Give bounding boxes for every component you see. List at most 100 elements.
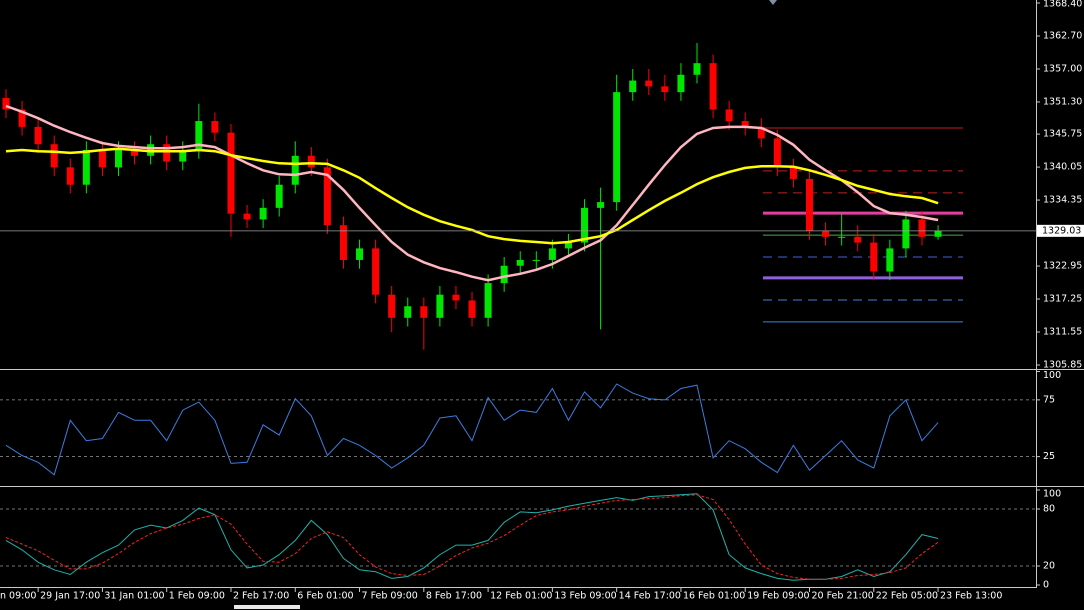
y-tick-label: 1305.85 <box>1043 359 1082 370</box>
moving-average <box>5 104 939 282</box>
candle-body <box>597 202 605 208</box>
candle-body <box>918 219 926 237</box>
candle-body <box>98 150 106 168</box>
candle-body <box>757 126 765 139</box>
y-tick-label: 1345.75 <box>1043 129 1082 140</box>
y-tick-label: 1351.30 <box>1043 96 1082 107</box>
x-tick-label: 7 Feb 09:00 <box>362 591 418 602</box>
candle-body <box>323 167 331 226</box>
scroll-marker <box>234 605 300 609</box>
x-tick-label: 20 Feb 21:00 <box>812 591 874 602</box>
y-tick-label: 100 <box>1043 370 1061 381</box>
candle-body <box>661 86 669 93</box>
x-tick-label: 22 Feb 05:00 <box>876 591 938 602</box>
candle-body <box>227 132 235 214</box>
y-tick-label: 1311.55 <box>1043 327 1082 338</box>
indicator-line <box>5 494 939 580</box>
candle-body <box>420 306 428 318</box>
candle-body <box>179 150 187 162</box>
y-tick-label: 80 <box>1043 504 1055 515</box>
candle-body <box>356 248 364 260</box>
candle-body <box>581 207 589 243</box>
candle-body <box>452 294 460 301</box>
current-price-box <box>1037 224 1084 237</box>
candle-body <box>34 126 42 145</box>
candle-body <box>934 230 942 237</box>
candle-body <box>677 74 685 93</box>
candle-body <box>211 121 219 133</box>
candle-body <box>854 236 862 243</box>
candle-body <box>291 155 299 185</box>
x-tick-label: 16 Feb 01:00 <box>683 591 745 602</box>
candle-body <box>500 265 508 284</box>
x-tick-label: 8 Feb 17:00 <box>426 591 482 602</box>
candle-body <box>645 80 653 87</box>
x-tick-label: 12 Feb 01:00 <box>490 591 552 602</box>
candle-body <box>404 306 412 318</box>
moving-average <box>5 147 939 245</box>
candle-body <box>709 63 717 110</box>
candle-body <box>114 150 122 168</box>
candle-body <box>372 248 380 295</box>
indicator-line <box>5 493 939 581</box>
candle-body <box>468 300 476 318</box>
candle-body <box>163 144 171 162</box>
candle-body <box>838 236 846 238</box>
y-tick-label: 75 <box>1043 394 1055 405</box>
candle-body <box>436 294 444 318</box>
y-tick-label: 1357.00 <box>1043 63 1082 74</box>
candle-body <box>388 294 396 318</box>
candle-body <box>886 248 894 272</box>
candle-body <box>822 231 830 237</box>
candle-body <box>195 121 203 151</box>
y-tick-label: 1334.35 <box>1043 195 1082 206</box>
y-tick-label: 1368.40 <box>1043 0 1082 10</box>
candle-body <box>789 167 797 179</box>
candle-body <box>741 121 749 127</box>
candle-body <box>548 248 556 260</box>
y-tick-label: 100 <box>1043 489 1061 500</box>
candle-body <box>806 178 813 232</box>
candle-body <box>629 80 637 93</box>
y-tick-label: 1322.95 <box>1043 261 1082 272</box>
x-tick-label: 1 Feb 09:00 <box>169 591 225 602</box>
candle-body <box>693 63 701 75</box>
candle-body <box>725 109 733 122</box>
y-tick-label: 25 <box>1043 451 1055 462</box>
y-tick-label: 1340.05 <box>1043 162 1082 173</box>
candle-body <box>564 242 572 249</box>
candle-body <box>2 97 10 110</box>
candle-body <box>516 259 524 266</box>
candle-body <box>50 144 58 168</box>
candle-body <box>902 219 910 249</box>
candle-body <box>82 150 90 185</box>
candle-body <box>275 184 283 208</box>
x-tick-label: 14 Feb 17:00 <box>619 591 681 602</box>
candle-body <box>259 207 267 220</box>
x-tick-label: 31 Jan 01:00 <box>104 591 164 602</box>
x-tick-label: 6 Feb 01:00 <box>297 591 353 602</box>
x-tick-label: 23 Feb 13:00 <box>940 591 1002 602</box>
candle-body <box>18 109 26 127</box>
candle-body <box>243 213 251 220</box>
candle-body <box>773 138 781 168</box>
y-tick-label: 1362.70 <box>1043 30 1082 41</box>
x-tick-label: 19 Feb 09:00 <box>747 591 809 602</box>
candle-body <box>484 283 492 318</box>
x-tick-label: 29 Jan 17:00 <box>40 591 100 602</box>
shift-marker <box>769 0 777 5</box>
candle-body <box>131 150 139 156</box>
indicator-line <box>5 383 939 476</box>
candle-body <box>307 155 315 168</box>
candle-body <box>66 167 74 185</box>
candle-body <box>339 225 347 260</box>
current-price-label: 1329.03 <box>1042 225 1081 236</box>
candle-body <box>870 242 878 272</box>
x-tick-label: 13 Feb 09:00 <box>554 591 616 602</box>
candle-body <box>532 259 540 261</box>
y-tick-label: 20 <box>1043 561 1055 572</box>
candle-body <box>613 92 621 203</box>
